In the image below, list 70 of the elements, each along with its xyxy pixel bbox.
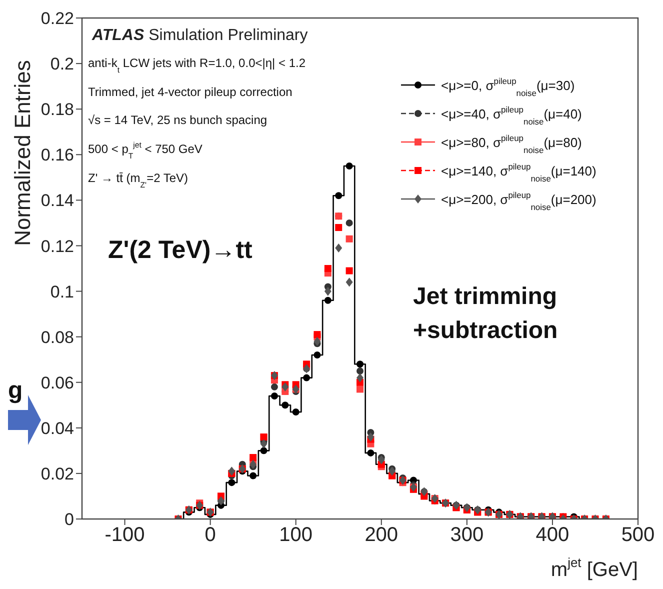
- annotation: 500 < p$_{T}$$^{jet}$ < 750 GeV: [88, 140, 202, 160]
- annotation: +subtraction: [413, 317, 558, 344]
- point: [314, 336, 321, 346]
- y-tick-label: 0.02: [40, 464, 74, 484]
- point: [282, 382, 289, 392]
- point: [356, 367, 364, 374]
- annotation: Z'(2 TeV)→tt: [108, 236, 254, 264]
- point: [335, 224, 342, 232]
- y-tick-label: 0.06: [40, 373, 74, 392]
- point: [378, 455, 385, 464]
- y-tick-label: 0.14: [40, 191, 74, 210]
- y-tick-label: 0: [64, 510, 74, 530]
- x-tick-label: 200: [364, 524, 398, 546]
- legend-label: <μ>=200, σ$^{pileup}$$_{noise}$(μ=200): [441, 190, 596, 212]
- x-axis-title: m$^{jet}$ [GeV]: [550, 555, 638, 581]
- annotation: Jet trimming: [413, 283, 558, 310]
- point: [250, 460, 257, 469]
- annotation: anti-k$_{t}$ LCW jets with R=1.0, 0.0<|η| < 1.2: [88, 56, 306, 74]
- point: [346, 219, 353, 226]
- point: [270, 383, 278, 390]
- x-tick-label: 100: [279, 524, 313, 546]
- legend-label: <μ>=140, σ$^{pileup}$$_{noise}$(μ=140): [441, 162, 596, 184]
- y-tick-label: 0.08: [40, 328, 74, 347]
- point: [228, 479, 236, 486]
- point: [292, 408, 300, 416]
- text: ATLAS Simulation Preliminary: [91, 27, 308, 44]
- y-axis-title: Normalized Entries: [10, 60, 35, 246]
- point: [356, 360, 364, 368]
- y-tick-label: 0.2: [50, 54, 74, 74]
- y-tick-label: 0.12: [40, 236, 74, 256]
- point: [388, 466, 396, 476]
- point: [356, 386, 364, 393]
- x-tick-label: 300: [450, 524, 484, 546]
- x-tick-label: 0: [204, 524, 216, 546]
- point: [260, 447, 268, 454]
- point: [346, 235, 353, 242]
- legend-label: <μ>=40, σ$^{pileup}$$_{noise}$(μ=40): [441, 104, 582, 126]
- point: [367, 449, 374, 456]
- y-tick-label: 0.1: [50, 282, 74, 302]
- point: [335, 243, 342, 253]
- text: g: [8, 377, 23, 404]
- point: [324, 286, 332, 296]
- annotation: Z' → tt̄ (m$_{Z'}$=2 TeV): [88, 171, 188, 190]
- x-tick-label: 400: [536, 524, 570, 546]
- y-tick-label: 0.22: [40, 9, 74, 28]
- y-tick-label: 0.16: [40, 146, 74, 165]
- y-tick-label: 0.04: [40, 418, 74, 438]
- point: [303, 374, 310, 382]
- point: [346, 278, 353, 287]
- point: [346, 162, 353, 170]
- point: [356, 373, 364, 382]
- x-tick-label: -100: [104, 524, 145, 546]
- x-tick-label: 500: [621, 524, 655, 546]
- point: [314, 352, 321, 359]
- annotation: √s = 14 TeV, 25 ns bunch spacing: [88, 113, 268, 127]
- point: [250, 454, 257, 462]
- point: [282, 402, 289, 409]
- legend-label: <μ>=0, σ$^{pileup}$$_{noise}$(μ=30): [441, 76, 575, 98]
- annotation: Trimmed, jet 4-vector pileup correction: [88, 85, 292, 99]
- point: [324, 265, 332, 272]
- point: [260, 439, 268, 448]
- y-tick-label: 0.18: [40, 100, 74, 120]
- point: [335, 192, 342, 200]
- point: [250, 472, 257, 480]
- point: [346, 267, 353, 274]
- legend-label: <μ>=80, σ$^{pileup}$$_{noise}$(μ=80): [441, 133, 582, 155]
- point: [367, 432, 374, 442]
- point: [324, 296, 332, 304]
- point: [270, 392, 278, 400]
- point: [228, 466, 236, 476]
